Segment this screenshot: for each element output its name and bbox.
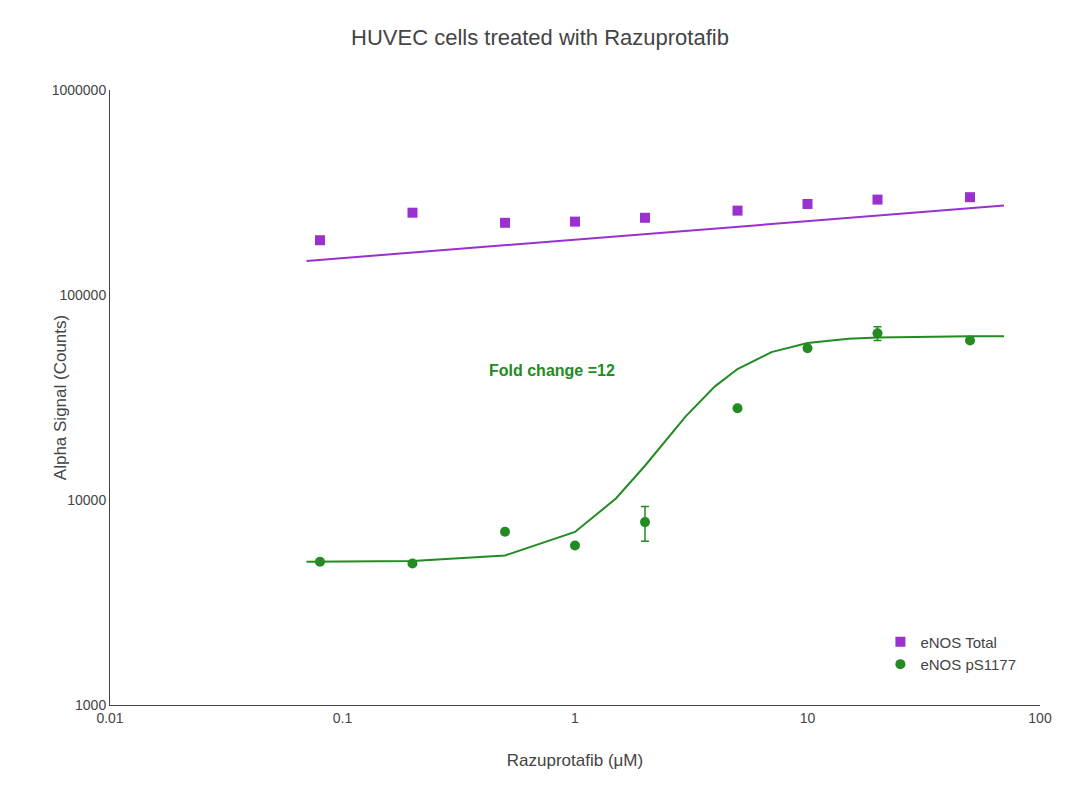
- svg-text:Fold change =12: Fold change =12: [489, 362, 615, 379]
- svg-text:100000: 100000: [59, 287, 106, 303]
- svg-text:1000000: 1000000: [52, 82, 107, 98]
- svg-text:1000: 1000: [75, 697, 106, 713]
- svg-text:Alpha Signal (Counts): Alpha Signal (Counts): [51, 315, 70, 480]
- svg-text:eNOS Total: eNOS Total: [920, 634, 996, 651]
- svg-text:HUVEC cells treated with Razup: HUVEC cells treated with Razuprotafib: [351, 25, 729, 50]
- svg-text:100: 100: [1028, 710, 1052, 726]
- svg-text:Razuprotafib (μM): Razuprotafib (μM): [507, 751, 643, 770]
- svg-text:10000: 10000: [67, 492, 106, 508]
- svg-text:0.01: 0.01: [96, 710, 123, 726]
- svg-text:10: 10: [800, 710, 816, 726]
- svg-text:0.1: 0.1: [333, 710, 353, 726]
- svg-text:eNOS pS1177: eNOS pS1177: [920, 656, 1016, 673]
- svg-text:1: 1: [571, 710, 579, 726]
